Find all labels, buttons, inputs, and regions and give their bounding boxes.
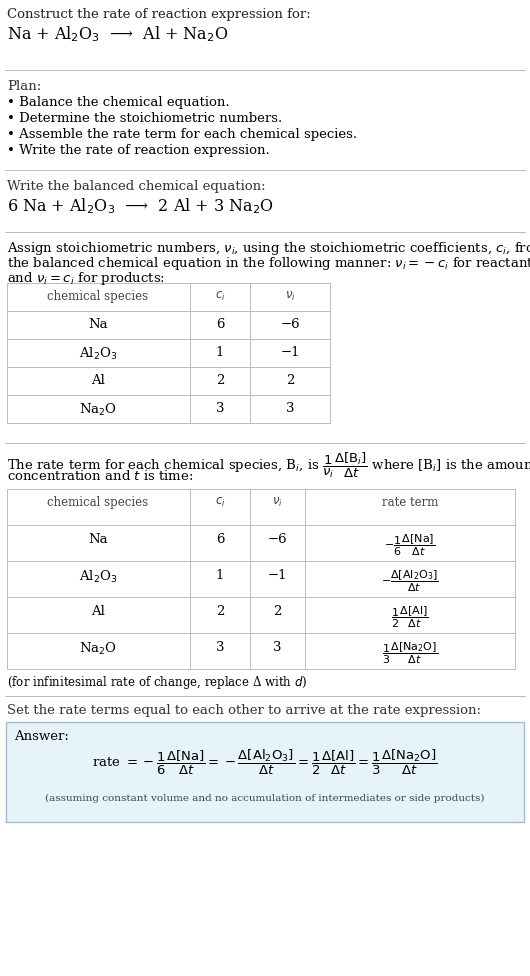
Text: $c_i$: $c_i$ (215, 290, 225, 304)
Text: Answer:: Answer: (14, 730, 69, 743)
Text: 2: 2 (286, 374, 294, 387)
Text: Al$_2$O$_3$: Al$_2$O$_3$ (79, 569, 117, 585)
Text: chemical species: chemical species (48, 290, 148, 303)
Text: Na + Al$_2$O$_3$  ⟶  Al + Na$_2$O: Na + Al$_2$O$_3$ ⟶ Al + Na$_2$O (7, 24, 228, 44)
Text: and $\nu_i = c_i$ for products:: and $\nu_i = c_i$ for products: (7, 270, 165, 287)
Text: Al: Al (91, 374, 105, 387)
Text: Na$_2$O: Na$_2$O (79, 402, 117, 418)
Text: rate term: rate term (382, 496, 438, 509)
Text: Al$_2$O$_3$: Al$_2$O$_3$ (79, 346, 117, 362)
Text: • Write the rate of reaction expression.: • Write the rate of reaction expression. (7, 144, 270, 157)
Text: Set the rate terms equal to each other to arrive at the rate expression:: Set the rate terms equal to each other t… (7, 704, 481, 717)
Text: $c_i$: $c_i$ (215, 496, 225, 509)
Text: 3: 3 (216, 641, 224, 654)
Bar (6, 722, 524, 822)
Text: 3: 3 (216, 402, 224, 415)
Text: $-\dfrac{\Delta[\mathrm{Al_2O_3}]}{\Delta t}$: $-\dfrac{\Delta[\mathrm{Al_2O_3}]}{\Delt… (381, 569, 439, 594)
Text: 3: 3 (286, 402, 294, 415)
Text: Na: Na (88, 533, 108, 546)
Text: 6 Na + Al$_2$O$_3$  ⟶  2 Al + 3 Na$_2$O: 6 Na + Al$_2$O$_3$ ⟶ 2 Al + 3 Na$_2$O (7, 196, 274, 216)
Text: −6: −6 (280, 318, 300, 331)
Text: −1: −1 (280, 346, 300, 359)
Text: (assuming constant volume and no accumulation of intermediates or side products): (assuming constant volume and no accumul… (45, 794, 485, 803)
Text: 6: 6 (216, 318, 224, 331)
Text: −6: −6 (267, 533, 287, 546)
Text: The rate term for each chemical species, B$_i$, is $\dfrac{1}{\nu_i}\dfrac{\Delt: The rate term for each chemical species,… (7, 451, 530, 480)
Text: • Determine the stoichiometric numbers.: • Determine the stoichiometric numbers. (7, 112, 282, 125)
Text: • Assemble the rate term for each chemical species.: • Assemble the rate term for each chemic… (7, 128, 357, 141)
Text: 1: 1 (216, 569, 224, 582)
Text: Na$_2$O: Na$_2$O (79, 641, 117, 657)
Text: Assign stoichiometric numbers, $\nu_i$, using the stoichiometric coefficients, $: Assign stoichiometric numbers, $\nu_i$, … (7, 240, 530, 257)
Text: chemical species: chemical species (48, 496, 148, 509)
Text: 1: 1 (216, 346, 224, 359)
Text: −1: −1 (267, 569, 287, 582)
Text: 2: 2 (216, 374, 224, 387)
Text: Write the balanced chemical equation:: Write the balanced chemical equation: (7, 180, 266, 193)
Text: $\nu_i$: $\nu_i$ (285, 290, 295, 304)
Text: $\dfrac{1}{2}\dfrac{\Delta[\mathrm{Al}]}{\Delta t}$: $\dfrac{1}{2}\dfrac{\Delta[\mathrm{Al}]}… (391, 605, 429, 630)
Text: $\dfrac{1}{3}\dfrac{\Delta[\mathrm{Na_2O}]}{\Delta t}$: $\dfrac{1}{3}\dfrac{\Delta[\mathrm{Na_2O… (382, 641, 438, 667)
Text: 6: 6 (216, 533, 224, 546)
Text: Construct the rate of reaction expression for:: Construct the rate of reaction expressio… (7, 8, 311, 21)
Text: $-\dfrac{1}{6}\dfrac{\Delta[\mathrm{Na}]}{\Delta t}$: $-\dfrac{1}{6}\dfrac{\Delta[\mathrm{Na}]… (384, 533, 436, 558)
Text: (for infinitesimal rate of change, replace Δ with $d$): (for infinitesimal rate of change, repla… (7, 674, 307, 691)
Text: $\nu_i$: $\nu_i$ (271, 496, 282, 509)
Text: 2: 2 (216, 605, 224, 618)
Text: 2: 2 (273, 605, 281, 618)
Text: the balanced chemical equation in the following manner: $\nu_i = -c_i$ for react: the balanced chemical equation in the fo… (7, 255, 530, 272)
Text: concentration and $t$ is time:: concentration and $t$ is time: (7, 469, 193, 483)
Text: • Balance the chemical equation.: • Balance the chemical equation. (7, 96, 229, 109)
Text: 3: 3 (273, 641, 281, 654)
Text: Na: Na (88, 318, 108, 331)
Text: Al: Al (91, 605, 105, 618)
Text: rate $= -\dfrac{1}{6}\dfrac{\Delta[\mathrm{Na}]}{\Delta t} = -\dfrac{\Delta[\mat: rate $= -\dfrac{1}{6}\dfrac{\Delta[\math… (92, 748, 438, 777)
Text: Plan:: Plan: (7, 80, 41, 93)
